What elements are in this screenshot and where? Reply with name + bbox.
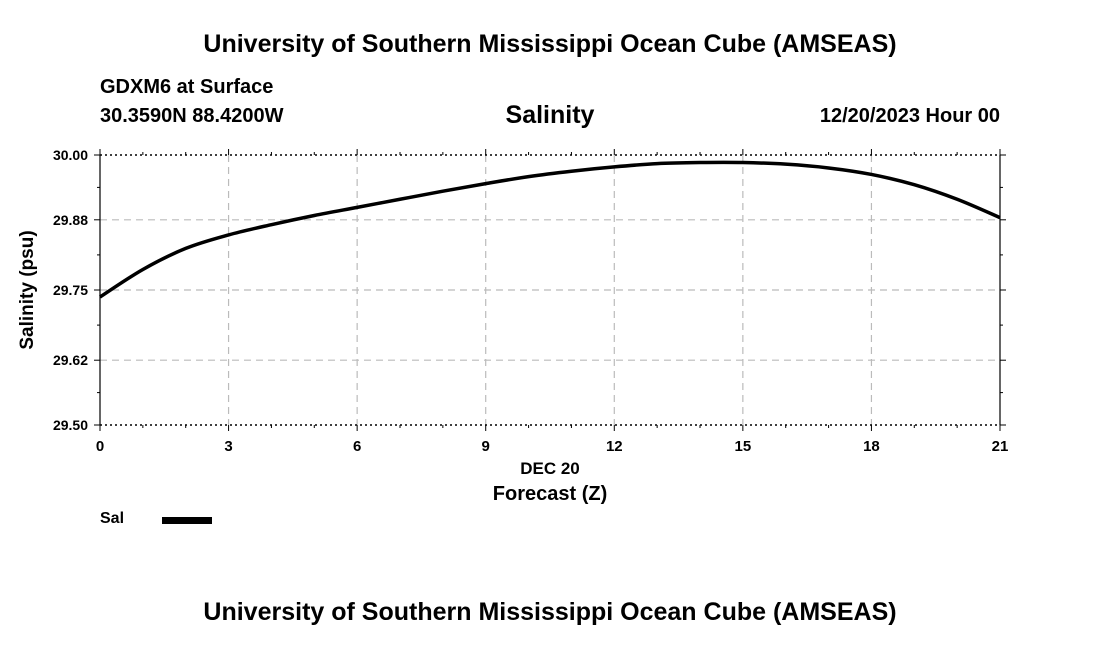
footer-title: University of Southern Mississippi Ocean… [203, 598, 897, 626]
x-axis-label: Forecast (Z) [493, 483, 607, 505]
x-tick-label: 21 [992, 438, 1009, 455]
y-tick-label: 29.62 [53, 352, 88, 368]
coordinates-label: 30.3590N 88.4200W [100, 105, 284, 127]
y-tick-label: 29.75 [53, 282, 88, 298]
series-line-sal [99, 160, 1001, 299]
series [99, 160, 1001, 299]
x-axis-date-label: DEC 20 [520, 459, 580, 478]
legend-label: Sal [100, 510, 125, 527]
chart-title: Salinity [505, 101, 595, 129]
y-tick-label: 30.00 [53, 147, 88, 163]
x-tick-label: 3 [224, 438, 232, 455]
x-tick-label: 18 [863, 438, 880, 455]
axes [94, 149, 1006, 431]
x-tick-label: 9 [482, 438, 490, 455]
y-tick-label: 29.50 [53, 417, 88, 433]
y-tick-label: 29.88 [53, 212, 88, 228]
page-title: University of Southern Mississippi Ocean… [203, 30, 897, 58]
x-tick-label: 15 [735, 438, 752, 455]
x-tick-label: 6 [353, 438, 361, 455]
y-axis-label: Salinity (psu) [17, 230, 38, 349]
axis-labels: 0 3 6 9 12 15 18 21 29.50 29.62 29.75 29.88 30.00 DEC… [17, 147, 1008, 505]
grid [100, 154, 1000, 426]
x-tick-label: 0 [96, 438, 104, 455]
legend-swatch [162, 517, 212, 524]
x-tick-label: 12 [606, 438, 623, 455]
forecast-datetime: 12/20/2023 Hour 00 [819, 105, 1000, 127]
station-label: GDXM6 at Surface [100, 76, 274, 98]
